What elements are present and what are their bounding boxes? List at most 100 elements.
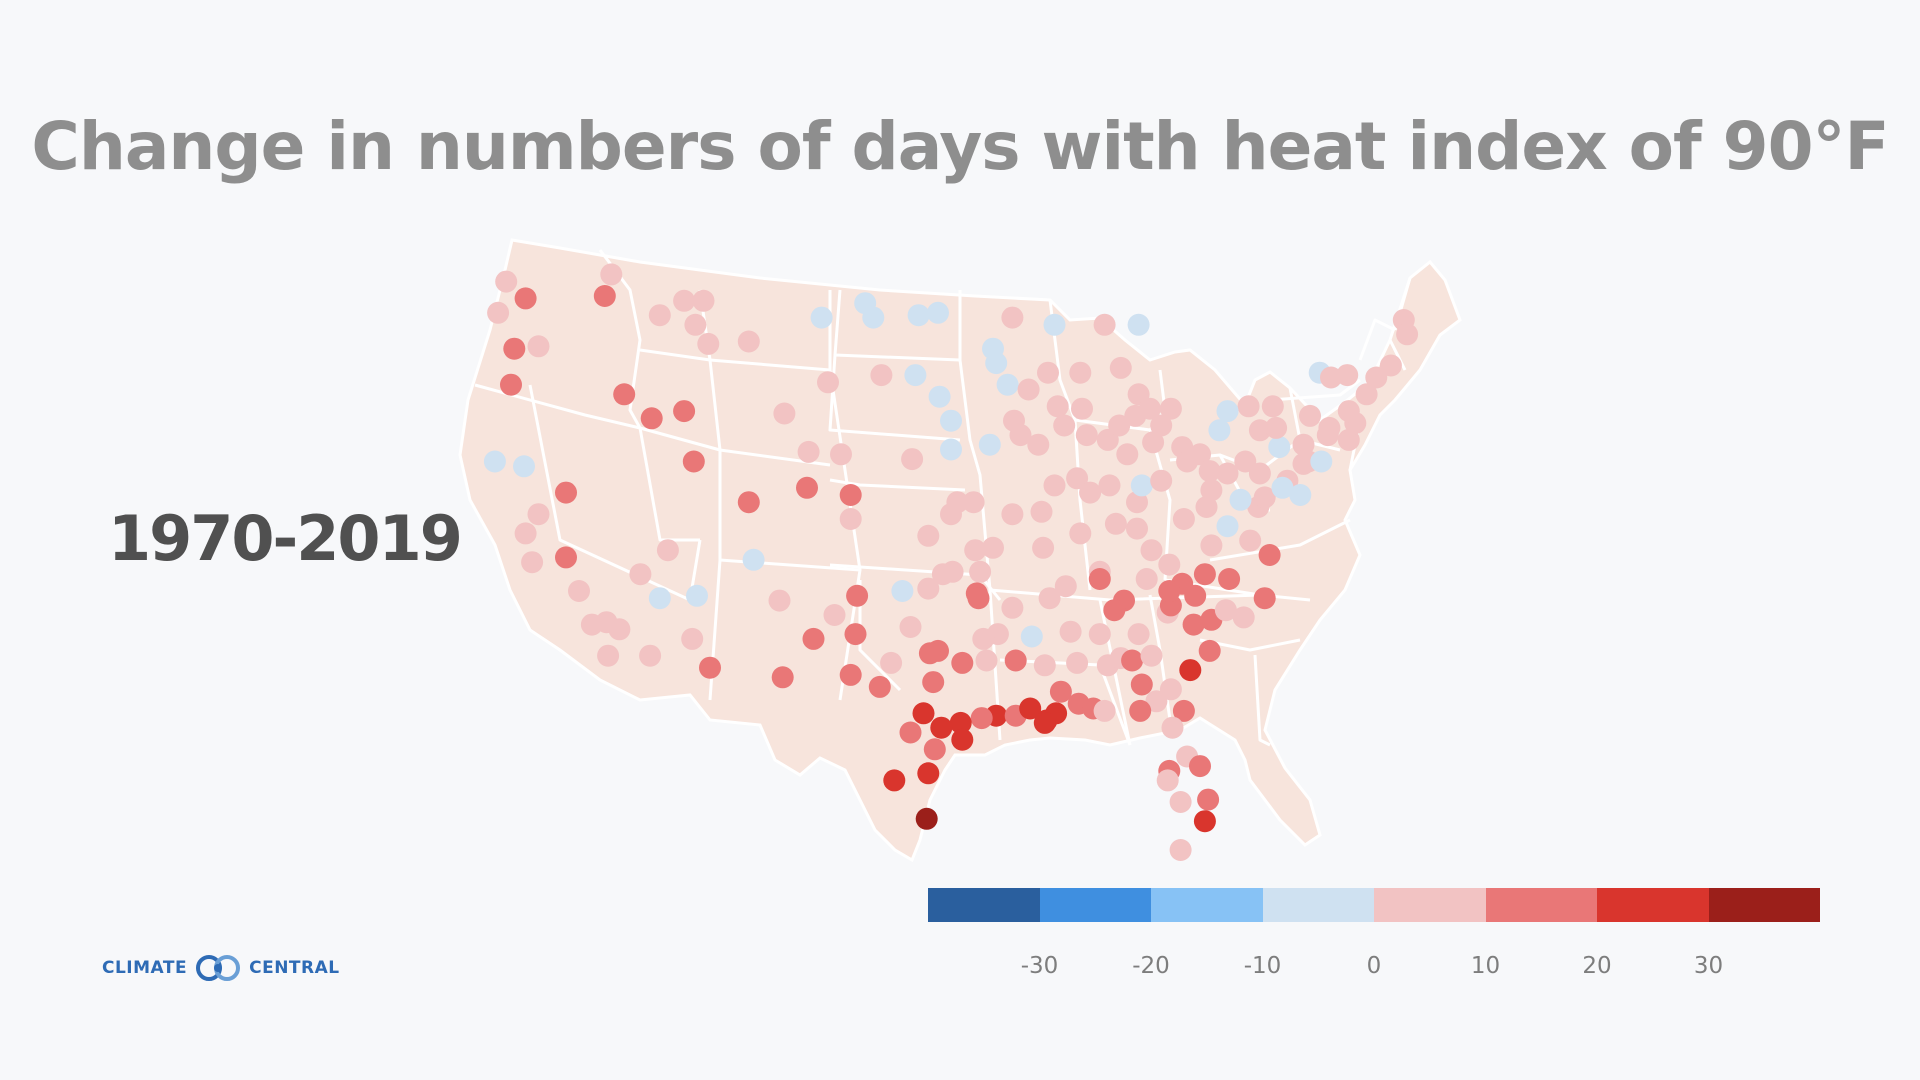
station-marker: [927, 301, 949, 324]
station-marker: [1200, 479, 1223, 502]
station-marker: [608, 618, 631, 641]
station-marker: [964, 539, 987, 562]
station-marker: [1130, 673, 1153, 696]
station-marker: [1069, 522, 1092, 545]
legend-swatch: [1708, 888, 1820, 922]
legend-swatch: [1039, 888, 1151, 922]
station-marker: [1265, 416, 1288, 439]
station-marker: [737, 491, 760, 514]
legend-tick-label: 0: [1366, 953, 1382, 979]
station-marker: [629, 563, 652, 586]
station-marker: [1130, 474, 1153, 497]
station-marker: [922, 671, 945, 694]
legend-tick-label: -20: [1132, 953, 1170, 979]
station-marker: [648, 304, 671, 327]
station-marker: [1033, 711, 1056, 734]
station-marker: [1200, 534, 1223, 557]
station-marker: [1318, 416, 1341, 439]
station-marker: [940, 503, 962, 526]
station-marker: [737, 330, 760, 353]
station-marker: [1059, 620, 1082, 643]
climate-central-logo: CLIMATE CENTRAL: [102, 954, 340, 982]
station-marker: [1197, 788, 1220, 811]
station-marker: [1261, 395, 1284, 418]
station-marker: [1135, 568, 1158, 590]
station-marker: [1046, 395, 1069, 418]
station-marker: [1248, 419, 1271, 442]
station-marker: [1195, 496, 1218, 518]
station-marker: [1158, 553, 1181, 576]
station-marker: [1037, 361, 1059, 384]
station-marker: [823, 604, 846, 626]
station-marker: [1001, 596, 1024, 619]
station-marker: [839, 484, 862, 506]
station-marker: [1001, 503, 1024, 526]
station-marker: [978, 433, 1001, 456]
station-marker: [1088, 623, 1111, 646]
legend-tick-label: 10: [1470, 953, 1501, 979]
climate-central-rings-icon: [196, 955, 241, 981]
station-marker: [1234, 450, 1257, 473]
station-marker: [972, 627, 995, 650]
station-marker: [880, 651, 903, 674]
station-marker: [962, 491, 985, 514]
station-marker: [656, 539, 679, 562]
station-marker: [597, 644, 620, 667]
station-marker: [1172, 699, 1195, 722]
station-marker: [883, 769, 906, 792]
station-marker: [1193, 810, 1216, 833]
station-marker: [1248, 462, 1271, 485]
station-marker: [527, 503, 550, 526]
station-marker: [1193, 563, 1216, 586]
station-marker: [1189, 755, 1211, 778]
station-marker: [1158, 580, 1181, 602]
station-marker: [771, 666, 794, 689]
station-marker: [514, 287, 537, 310]
station-marker: [495, 270, 518, 293]
station-marker: [527, 335, 550, 358]
station-marker: [1043, 474, 1066, 497]
station-marker: [600, 263, 623, 286]
station-marker: [915, 807, 938, 830]
station-marker: [1066, 467, 1089, 490]
station-marker: [1268, 436, 1291, 459]
station-marker: [1053, 414, 1076, 437]
station-marker: [1121, 649, 1144, 672]
station-marker: [513, 455, 535, 478]
station-marker: [555, 481, 577, 504]
legend-color-bar: [928, 888, 1820, 922]
station-marker: [917, 577, 940, 600]
station-marker: [593, 285, 616, 307]
station-marker: [1337, 400, 1360, 423]
station-marker: [1038, 587, 1061, 610]
legend-swatch: [1262, 888, 1374, 922]
station-marker: [844, 623, 867, 646]
station-marker: [1071, 397, 1093, 420]
station-marker: [1216, 515, 1239, 538]
station-marker: [967, 587, 990, 610]
station-marker: [928, 385, 951, 408]
legend-swatch: [1151, 888, 1263, 922]
station-marker: [684, 313, 707, 336]
station-marker: [846, 584, 869, 607]
station-marker: [1093, 699, 1116, 722]
station-marker: [1229, 488, 1252, 511]
station-marker: [1182, 613, 1205, 636]
station-marker: [1043, 313, 1066, 336]
station-marker: [1126, 491, 1148, 514]
station-marker: [1198, 639, 1221, 662]
legend-tick-label: 20: [1582, 953, 1612, 979]
station-marker: [1079, 481, 1102, 504]
station-marker: [1145, 690, 1168, 713]
legend-swatch: [1597, 888, 1709, 922]
station-marker: [904, 364, 927, 387]
station-marker: [692, 289, 715, 312]
station-marker: [1142, 431, 1165, 454]
station-marker: [1310, 450, 1333, 473]
station-markers: [483, 263, 1419, 861]
station-marker: [941, 560, 964, 583]
station-marker: [1027, 433, 1050, 456]
station-marker: [940, 409, 962, 432]
station-marker: [1169, 791, 1192, 813]
